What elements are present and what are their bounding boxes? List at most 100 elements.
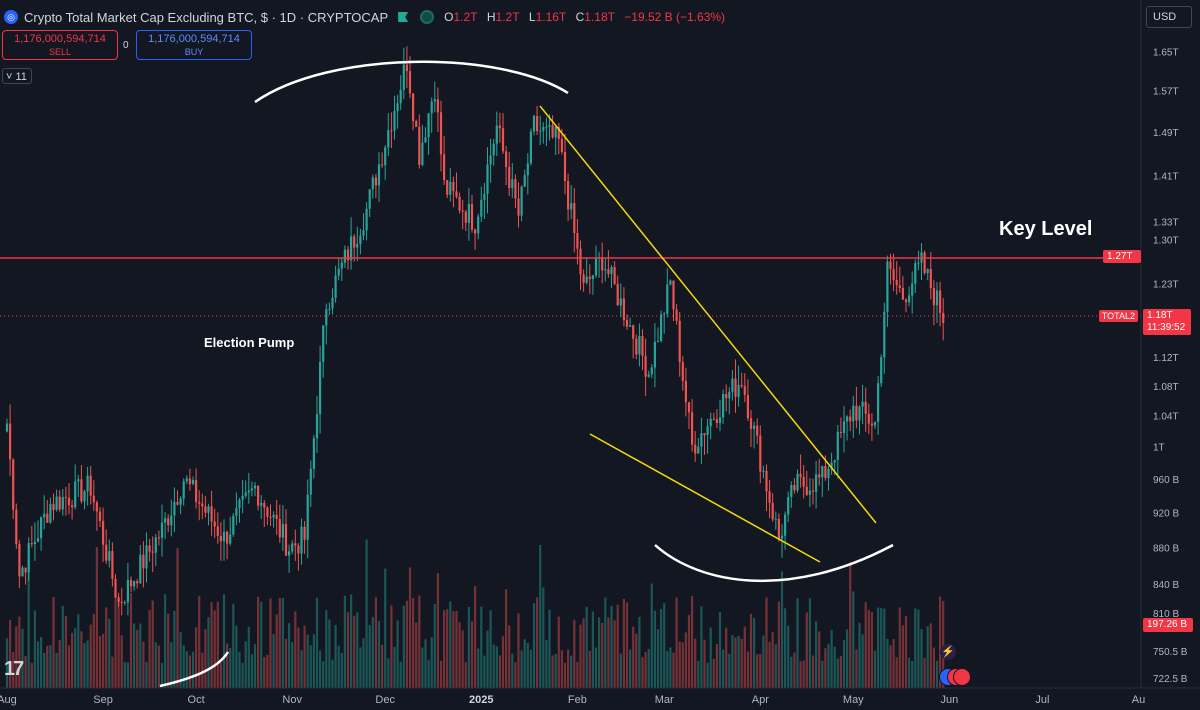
candle bbox=[154, 533, 157, 567]
volume-bar bbox=[663, 603, 666, 688]
candle bbox=[818, 458, 821, 486]
volume-bar bbox=[740, 638, 743, 688]
election-pump-annotation: Election Pump bbox=[204, 335, 295, 350]
volume-bar bbox=[340, 653, 343, 688]
volume-bar bbox=[461, 630, 464, 688]
volume-bar bbox=[170, 642, 173, 688]
candle bbox=[275, 499, 278, 535]
volume-bar bbox=[21, 628, 24, 688]
candle bbox=[33, 522, 36, 561]
candle bbox=[452, 176, 455, 208]
volume-bar bbox=[805, 612, 808, 688]
volume-bar bbox=[136, 629, 139, 688]
volume-bar bbox=[182, 645, 185, 688]
candle bbox=[771, 493, 774, 522]
candle bbox=[759, 425, 762, 484]
candle bbox=[793, 478, 796, 494]
volume-bar bbox=[123, 662, 126, 688]
lightning-icon[interactable]: ⚡ bbox=[940, 644, 956, 660]
candle bbox=[340, 257, 343, 281]
candle bbox=[368, 189, 371, 218]
symbol-title[interactable]: Crypto Total Market Cap Excluding BTC, $… bbox=[24, 9, 389, 25]
volume-bar bbox=[573, 619, 576, 688]
candle bbox=[598, 251, 601, 278]
volume-bar bbox=[396, 620, 399, 688]
candle bbox=[480, 186, 483, 223]
volume-bar bbox=[768, 641, 771, 688]
volume-bar bbox=[886, 638, 889, 688]
buy-button[interactable]: 1,176,000,594,714 BUY bbox=[136, 30, 252, 60]
flag-icon[interactable] bbox=[398, 12, 409, 22]
candle bbox=[399, 75, 402, 111]
candle bbox=[371, 174, 374, 199]
candle bbox=[284, 509, 288, 557]
volume-bar bbox=[892, 638, 895, 688]
candle bbox=[474, 228, 477, 250]
candle bbox=[867, 403, 870, 435]
candle bbox=[443, 136, 446, 186]
volume-bar bbox=[582, 618, 585, 688]
candle bbox=[61, 488, 64, 516]
volume-bar bbox=[266, 654, 269, 688]
volume-bars bbox=[5, 539, 945, 688]
volume-bar bbox=[694, 638, 697, 688]
candle bbox=[616, 275, 619, 306]
volume-bar bbox=[452, 611, 455, 688]
candle bbox=[281, 505, 284, 551]
volume-bar bbox=[625, 602, 629, 688]
candle bbox=[238, 498, 241, 523]
events-icons[interactable] bbox=[939, 668, 971, 686]
candle bbox=[607, 250, 610, 278]
candle bbox=[610, 264, 613, 288]
candle bbox=[384, 145, 387, 180]
candle bbox=[430, 97, 433, 133]
candle bbox=[498, 112, 501, 143]
volume-bar bbox=[12, 652, 15, 688]
volume-bar bbox=[895, 657, 898, 688]
volume-bar bbox=[815, 621, 818, 688]
volume-bar bbox=[226, 643, 229, 688]
time-tick-label: Aug bbox=[0, 694, 17, 706]
candle bbox=[880, 354, 883, 387]
volume-bar bbox=[24, 656, 27, 688]
volume-bar bbox=[309, 645, 312, 688]
volume-bar bbox=[247, 626, 250, 688]
candle bbox=[427, 112, 430, 155]
tradingview-logo-icon[interactable]: 17 bbox=[4, 658, 24, 680]
candle bbox=[415, 119, 418, 128]
candle bbox=[725, 384, 728, 412]
candle bbox=[532, 114, 536, 136]
candle bbox=[24, 567, 27, 585]
volume-bar bbox=[74, 628, 77, 688]
volume-bar bbox=[604, 597, 607, 688]
candle bbox=[15, 503, 18, 549]
volume-bar bbox=[164, 594, 167, 688]
volume-bar bbox=[408, 567, 412, 688]
volume-bar bbox=[777, 601, 780, 688]
volume-bar bbox=[356, 612, 359, 688]
price-tick-label: 840 B bbox=[1153, 580, 1179, 591]
candle bbox=[105, 529, 108, 565]
volume-bar bbox=[489, 610, 492, 688]
time-tick-label: Apr bbox=[752, 694, 769, 706]
volume-bar bbox=[160, 662, 164, 688]
event-icon[interactable] bbox=[953, 668, 971, 686]
candle bbox=[684, 367, 687, 417]
currency-select[interactable]: USD bbox=[1146, 6, 1192, 28]
candle bbox=[213, 508, 216, 538]
candle bbox=[694, 431, 697, 462]
indicators-toggle[interactable]: ˅ 11 bbox=[2, 68, 32, 84]
volume-bar bbox=[458, 622, 461, 688]
volume-bar bbox=[46, 645, 49, 688]
volume-bar bbox=[359, 647, 362, 688]
price-tick-label: 1.30T bbox=[1153, 236, 1179, 247]
volume-bar bbox=[232, 603, 235, 688]
volume-bar bbox=[5, 638, 9, 688]
sell-button[interactable]: 1,176,000,594,714 SELL bbox=[2, 30, 118, 60]
volume-bar bbox=[92, 613, 95, 688]
volume-bar bbox=[774, 644, 777, 688]
candle bbox=[356, 226, 359, 262]
volume-bar bbox=[43, 652, 46, 688]
candle bbox=[232, 513, 235, 537]
